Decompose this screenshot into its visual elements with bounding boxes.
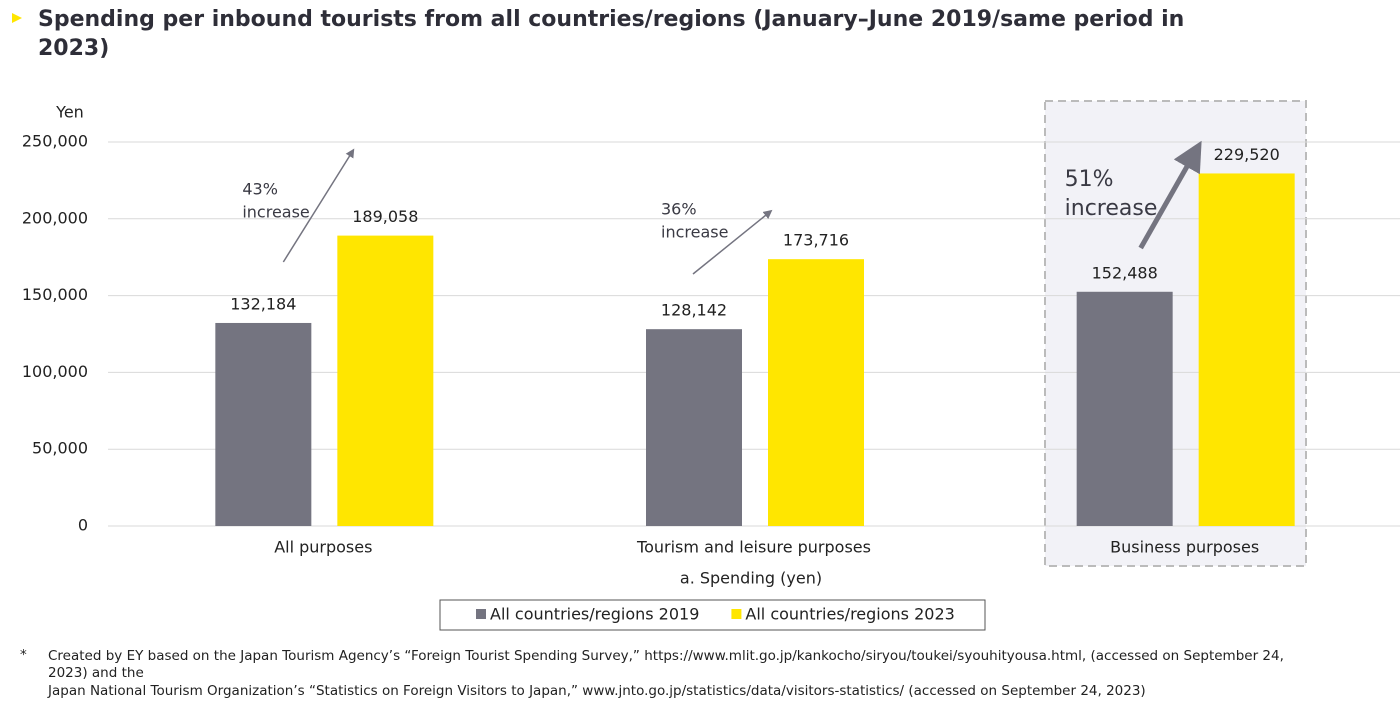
bar (1076, 291, 1173, 526)
chart-title: Spending per inbound tourists from all c… (38, 7, 1184, 32)
value-label: 152,488 (1092, 263, 1158, 282)
bar (215, 322, 312, 526)
legend-swatch (476, 609, 486, 619)
bar (1198, 173, 1295, 526)
y-tick-label: 150,000 (22, 285, 88, 304)
annotation: 51% (1065, 167, 1114, 192)
value-label: 229,520 (1214, 145, 1280, 164)
y-tick-label: 250,000 (22, 132, 88, 151)
bar (646, 329, 742, 526)
x-tick-label: Tourism and leisure purposes (636, 538, 871, 557)
legend-label: All countries/regions 2019 (490, 605, 699, 624)
value-label: 189,058 (352, 207, 418, 226)
value-label: 132,184 (230, 294, 296, 313)
y-tick-label: 0 (78, 516, 88, 535)
footnote-line: 2023) and the (48, 665, 144, 681)
chart-title-cont: 2023) (38, 36, 109, 61)
x-axis-label: a. Spending (yen) (680, 569, 822, 588)
annotation-arrow (282, 148, 355, 263)
annotation: 43% (242, 180, 278, 199)
value-label: 173,716 (783, 231, 849, 250)
footnote-line: Japan National Tourism Organization’s “S… (47, 683, 1146, 699)
bar (768, 259, 864, 526)
legend-box (439, 599, 986, 631)
value-label: 128,142 (661, 301, 727, 320)
annotation-arrow (1138, 140, 1202, 250)
x-tick-label: Business purposes (1110, 538, 1259, 557)
footnote-marker: * (20, 647, 27, 663)
y-tick-label: 50,000 (32, 439, 88, 458)
annotation: 36% (661, 200, 697, 219)
x-tick-label: All purposes (274, 538, 372, 557)
y-tick-label: 200,000 (22, 208, 88, 227)
legend-swatch (731, 609, 742, 619)
annotation: increase (1065, 196, 1158, 221)
bar (337, 235, 434, 526)
title-icon (12, 13, 22, 23)
annotation-arrow (692, 209, 773, 275)
legend-label: All countries/regions 2023 (745, 605, 954, 624)
annotation: increase (242, 203, 309, 222)
annotation: increase (661, 223, 728, 242)
y-axis-label: Yen (55, 103, 84, 122)
y-tick-label: 100,000 (22, 362, 88, 381)
footnote-line: Created by EY based on the Japan Tourism… (48, 648, 1284, 664)
